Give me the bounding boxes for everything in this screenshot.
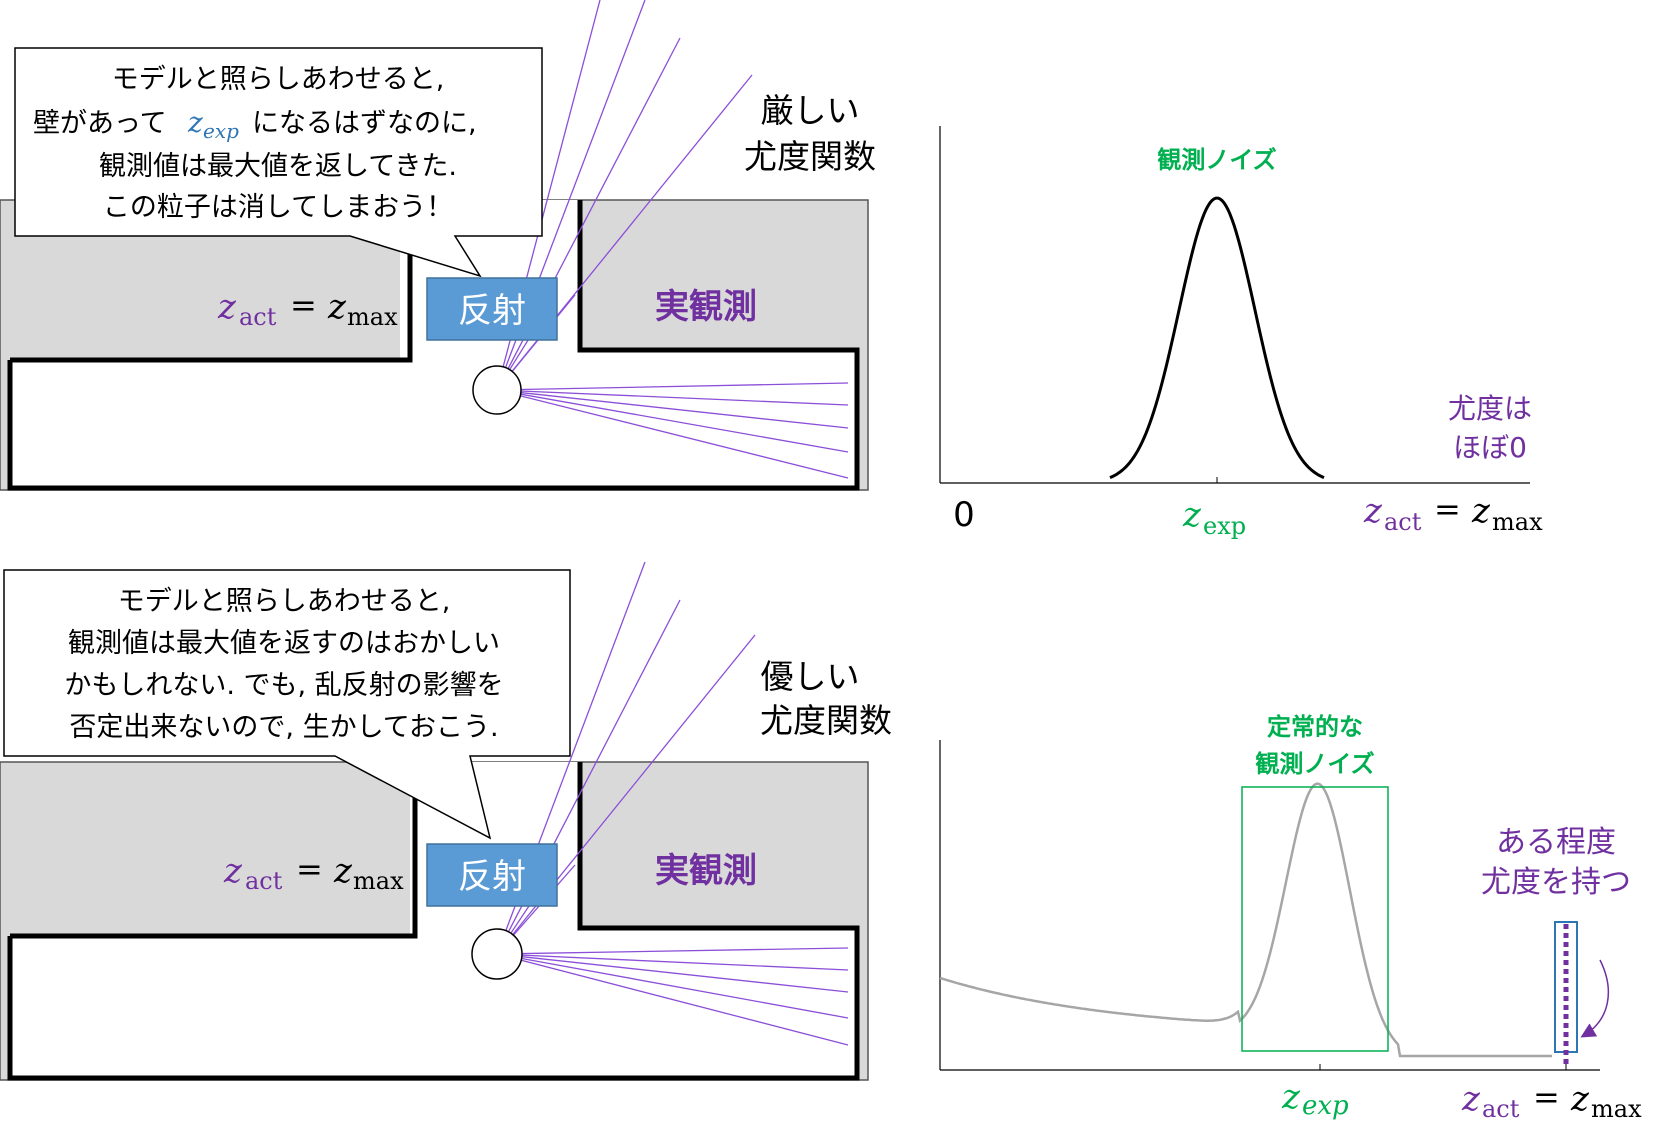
bottom-speech-bubble — [3, 569, 571, 840]
top-bubble-line2b: になるはずなのに, — [252, 108, 477, 139]
svg-text:act: act — [239, 303, 277, 331]
top-func-line1: 厳しい — [761, 91, 860, 130]
bottom-noise-line1: 定常的な — [1267, 713, 1363, 741]
bottom-actual-label: 実観測 — [655, 851, 757, 891]
top-zact-equation: z act = z max — [217, 286, 398, 331]
top-reflect-label: 反射 — [458, 291, 526, 331]
top-bubble-line1: モデルと照らしあわせると, — [112, 64, 445, 95]
top-actual-label: 実観測 — [655, 287, 757, 327]
bottom-bubble-line4: 否定出来ないので, 生かしておこう. — [69, 712, 498, 743]
svg-text:max: max — [347, 303, 398, 331]
bottom-zact-equation: z act = z max — [223, 850, 404, 895]
svg-text:z: z — [223, 851, 243, 891]
svg-text:=: = — [296, 850, 323, 888]
top-bubble-zexp-sub: exp — [203, 119, 239, 143]
bottom-robot-icon — [471, 928, 523, 980]
bottom-likelihood-line2: 尤度を持つ — [1481, 865, 1631, 900]
svg-text:max: max — [1492, 508, 1543, 536]
svg-text:z: z — [327, 287, 347, 327]
svg-text:exp: exp — [1203, 512, 1246, 540]
svg-text:act: act — [1482, 1095, 1520, 1123]
top-bubble-line3: 観測値は最大値を返してきた. — [99, 151, 457, 182]
svg-text:z: z — [1182, 495, 1202, 535]
bottom-noise-line2: 観測ノイズ — [1255, 750, 1374, 778]
bottom-likelihood-line1: ある程度 — [1496, 825, 1616, 860]
svg-text:exp: exp — [1302, 1091, 1349, 1121]
bottom-arrow-icon — [1580, 959, 1610, 1038]
svg-text:act: act — [1384, 508, 1422, 536]
top-zero-label: 0 — [953, 495, 975, 535]
top-bubble-zexp: z — [187, 106, 203, 139]
top-bubble-line4: この粒子は消してしまおう！ — [103, 192, 453, 223]
svg-text:=: = — [1533, 1078, 1560, 1116]
svg-text:=: = — [290, 286, 317, 324]
top-speech-bubble — [14, 47, 543, 278]
top-likelihood-graph: 観測ノイズ 尤度は ほぼ0 0 z exp z act = z max — [939, 126, 1543, 540]
bottom-bubble-line1: モデルと照らしあわせると, — [118, 586, 451, 617]
svg-text:max: max — [353, 867, 404, 895]
svg-text:z: z — [333, 851, 353, 891]
svg-text:act: act — [245, 867, 283, 895]
top-map-panel: 反射 実観測 z act = z max モデルと照らしあわせると, 壁があって… — [0, 0, 876, 491]
bottom-likelihood-graph: 定常的な 観測ノイズ ある程度 尤度を持つ z exp z act = z ma… — [939, 713, 1642, 1123]
top-gaussian-curve — [1109, 196, 1325, 479]
bottom-zact-zmax-label: z act = z max — [1461, 1078, 1642, 1123]
svg-text:z: z — [1570, 1079, 1590, 1119]
bottom-noise-box — [1241, 786, 1389, 1052]
top-likelihood-line1: 尤度は — [1448, 392, 1532, 425]
bottom-map-panel: 反射 実観測 z act = z max モデルと照らしあわせると, 観測値は最… — [0, 561, 892, 1081]
svg-text:z: z — [1363, 491, 1383, 531]
bottom-reflect-label: 反射 — [458, 857, 526, 897]
top-noise-label: 観測ノイズ — [1157, 146, 1276, 174]
top-reflect-box — [426, 277, 558, 341]
svg-text:z: z — [1471, 491, 1491, 531]
bottom-bubble-line3: かもしれない. でも, 乱反射の影響を — [64, 670, 503, 701]
svg-text:=: = — [1434, 490, 1461, 528]
svg-text:max: max — [1591, 1095, 1642, 1123]
top-bubble-line2a: 壁があって — [33, 108, 167, 139]
top-func-line2: 尤度関数 — [744, 137, 876, 176]
svg-text:z: z — [1281, 1077, 1301, 1117]
bottom-func-line1: 優しい — [761, 657, 860, 696]
bottom-func-line2: 尤度関数 — [760, 701, 892, 740]
top-robot-icon — [472, 365, 522, 415]
bottom-bubble-line2: 観測値は最大値を返すのはおかしい — [68, 628, 500, 659]
bottom-zexp-label: z exp — [1281, 1077, 1349, 1121]
bottom-reflect-box — [426, 843, 558, 907]
top-likelihood-line2: ほぼ0 — [1453, 431, 1527, 464]
bottom-mixture-curve — [939, 782, 1552, 1058]
top-zexp-label: z exp — [1182, 495, 1246, 540]
top-zact-zmax-label: z act = z max — [1363, 490, 1543, 536]
svg-text:z: z — [1461, 1079, 1481, 1119]
svg-text:z: z — [217, 287, 237, 327]
